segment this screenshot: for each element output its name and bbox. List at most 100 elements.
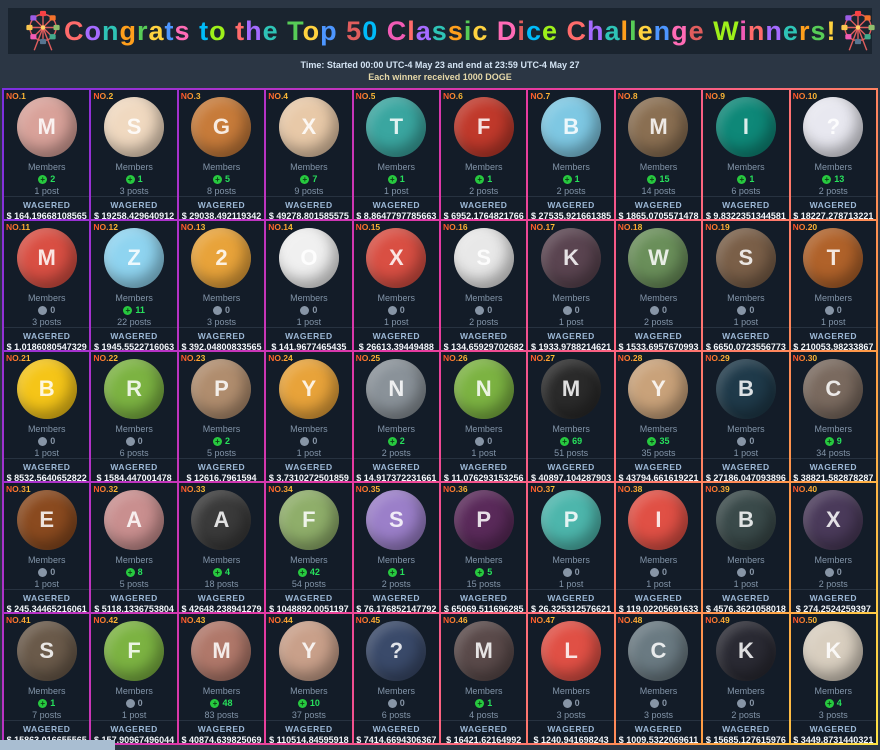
winner-card[interactable]: NO.49 KayGee562 K Members 0 2 posts WAGE… xyxy=(703,614,789,743)
winner-card[interactable]: NO.7 ღbanģlåñhღ B Members + 1 2 posts WA… xyxy=(528,90,614,219)
winner-avatar[interactable]: L xyxy=(541,621,602,681)
winner-card[interactable]: NO.29 ꧁Bet_Pro꧂ B Members 0 1 post WAGER… xyxy=(703,352,789,481)
winner-card[interactable]: NO.46 💛 May 20 💛 M Members + 1 4 posts W… xyxy=(441,614,527,743)
winner-avatar[interactable]: S xyxy=(16,621,77,681)
winner-avatar[interactable]: P xyxy=(453,490,514,550)
winner-avatar[interactable]: A xyxy=(104,490,165,550)
winner-avatar[interactable]: N xyxy=(366,359,427,419)
winner-card[interactable]: NO.44 Yizzle Y Members + 10 37 posts WAG… xyxy=(266,614,352,743)
winner-card[interactable]: NO.27 ⭐meowth⭐ M Members + 69 51 posts W… xyxy=(528,352,614,481)
winner-card[interactable]: NO.31 EndryUA E Members 0 1 post WAGERED… xyxy=(4,483,90,612)
winner-card[interactable]: NO.26 Narkoman N Members 0 1 post WAGERE… xyxy=(441,352,527,481)
winner-avatar[interactable]: B xyxy=(541,97,602,157)
winner-card[interactable]: NO.5 TH NHI2 T Members + 1 1 post WAGERE… xyxy=(353,90,439,219)
winner-avatar[interactable]: A xyxy=(191,490,252,550)
winner-avatar[interactable]: I xyxy=(715,97,776,157)
winner-avatar[interactable]: P xyxy=(541,490,602,550)
winner-avatar[interactable]: 2 xyxy=(191,228,252,288)
winner-card[interactable]: NO.48 Covid192020 C Members 0 3 posts WA… xyxy=(615,614,702,743)
winner-avatar[interactable]: S xyxy=(104,97,165,157)
winner-card[interactable]: NO.39 BaranAP B Members 0 1 post WAGERED… xyxy=(703,483,789,612)
winner-card[interactable]: NO.4 Xuxu X Members + 7 9 posts WAGERED … xyxy=(266,90,352,219)
winner-avatar[interactable]: K xyxy=(803,621,864,681)
winner-card[interactable]: NO.42 foofa2017 F Members 0 1 post WAGER… xyxy=(91,614,177,743)
winner-avatar[interactable]: M xyxy=(16,228,77,288)
winner-avatar[interactable]: R xyxy=(104,359,165,419)
winner-card[interactable]: NO.37 pcom P Members 0 1 post WAGERED $ … xyxy=(528,483,614,612)
winner-card[interactable]: NO.2 🧂 salty 🧂 S Members + 1 3 posts WAG… xyxy=(91,90,177,219)
winner-avatar[interactable]: I xyxy=(628,490,689,550)
winner-avatar[interactable]: ? xyxy=(803,97,864,157)
winner-avatar[interactable]: S xyxy=(453,228,514,288)
winner-avatar[interactable]: C xyxy=(803,359,864,419)
winner-card[interactable]: NO.10 ⌐‿⌐ ? Members + 13 2 posts WAGERED… xyxy=(790,90,876,219)
winner-avatar[interactable]: G xyxy=(191,97,252,157)
winner-avatar[interactable]: F xyxy=(278,490,339,550)
winner-avatar[interactable]: K xyxy=(541,228,602,288)
winner-avatar[interactable]: M xyxy=(541,359,602,419)
winner-card[interactable]: NO.1 M O Z A M Members + 2 1 post WAGERE… xyxy=(4,90,90,219)
winner-card[interactable]: NO.3 GenietaNs G Members + 5 8 posts WAG… xyxy=(178,90,265,219)
winner-card[interactable]: NO.40 XRPzwag X Members 0 2 posts WAGERE… xyxy=(790,483,876,612)
winner-avatar[interactable]: M xyxy=(628,97,689,157)
winner-card[interactable]: NO.30 Cran C Members + 9 34 posts WAGERE… xyxy=(790,352,876,481)
winner-avatar[interactable]: C xyxy=(628,621,689,681)
winner-avatar[interactable]: E xyxy=(16,490,77,550)
winner-avatar[interactable]: M xyxy=(453,621,514,681)
winner-avatar[interactable]: S xyxy=(715,228,776,288)
winner-avatar[interactable]: W xyxy=(628,228,689,288)
winner-avatar[interactable]: X xyxy=(366,228,427,288)
winner-avatar[interactable]: Z xyxy=(104,228,165,288)
winner-avatar[interactable]: T xyxy=(803,228,864,288)
winner-card[interactable]: NO.19 sevan S Members 0 1 post WAGERED $… xyxy=(703,221,789,350)
winner-avatar[interactable]: F xyxy=(453,97,514,157)
winner-avatar[interactable]: Y xyxy=(278,359,339,419)
winner-card[interactable]: NO.25 Nashka N Members + 2 2 posts WAGER… xyxy=(353,352,439,481)
winner-card[interactable]: NO.8 MaksatMe M Members + 15 14 posts WA… xyxy=(615,90,702,219)
winner-avatar[interactable]: N xyxy=(453,359,514,419)
winner-avatar[interactable]: B xyxy=(715,359,776,419)
winner-avatar[interactable]: B xyxy=(16,359,77,419)
winner-card[interactable]: NO.43 MARY.BC.GAME🇵🇭 M Members + 48 83 p… xyxy=(178,614,265,743)
winner-card[interactable]: NO.33 💀 AcidBurn A Members + 4 18 posts … xyxy=(178,483,265,612)
winner-card[interactable]: NO.15 X86 X Members 0 1 post WAGERED $ 2… xyxy=(353,221,439,350)
winner-avatar[interactable]: S xyxy=(366,490,427,550)
winner-card[interactable]: NO.45 ¥©€-©© ? Members 0 6 posts WAGERED… xyxy=(353,614,439,743)
winner-card[interactable]: NO.14 Opanats O Members 0 1 post WAGERED… xyxy=(266,221,352,350)
winner-card[interactable]: NO.6 FULL RED F Members + 1 2 posts WAGE… xyxy=(441,90,527,219)
winner-card[interactable]: NO.13 26Rola 2 Members 0 3 posts WAGERED… xyxy=(178,221,265,350)
winner-avatar[interactable]: Y xyxy=(628,359,689,419)
winner-card[interactable]: NO.32 Azureking A Members + 8 5 posts WA… xyxy=(91,483,177,612)
winner-card[interactable]: NO.38 IM V2R I Members 0 1 post WAGERED … xyxy=(615,483,702,612)
winner-card[interactable]: NO.21 bom88 B Members 0 1 post WAGERED $… xyxy=(4,352,90,481)
winner-card[interactable]: NO.17 Ksenia K Members 0 1 post WAGERED … xyxy=(528,221,614,350)
winner-card[interactable]: NO.41 🌹 SINGLE AREMY 🌹 S Members + 1 7 p… xyxy=(4,614,90,743)
winner-avatar[interactable]: F xyxy=(104,621,165,681)
winner-card[interactable]: NO.16 Soccer555 S Members 0 2 posts WAGE… xyxy=(441,221,527,350)
winner-avatar[interactable]: T xyxy=(366,97,427,157)
winner-card[interactable]: NO.20 Teemo123 T Members 0 1 post WAGERE… xyxy=(790,221,876,350)
winner-card[interactable]: NO.22 rig90 R Members 0 6 posts WAGERED … xyxy=(91,352,177,481)
winner-card[interactable]: NO.18 Wolfero W Members 0 2 posts WAGERE… xyxy=(615,221,702,350)
winner-avatar[interactable]: K xyxy=(715,621,776,681)
winner-avatar[interactable]: B xyxy=(715,490,776,550)
winner-card[interactable]: NO.12 Zuccky Z Members + 11 22 posts WAG… xyxy=(91,221,177,350)
winner-card[interactable]: NO.50 Koe💙💙 K Members + 4 3 posts WAGERE… xyxy=(790,614,876,743)
winner-card[interactable]: NO.28 Yokotaカサンドラ Y Members + 35 35 post… xyxy=(615,352,702,481)
winner-card[interactable]: NO.9 I am PMT I Members + 1 6 posts WAGE… xyxy=(703,90,789,219)
winner-card[interactable]: NO.36 PyB_69 P Members + 5 15 posts WAGE… xyxy=(441,483,527,612)
winner-card[interactable]: NO.34 Fedupkpc F Members + 42 54 posts W… xyxy=(266,483,352,612)
winner-avatar[interactable]: O xyxy=(278,228,339,288)
winner-avatar[interactable]: ? xyxy=(366,621,427,681)
winner-card[interactable]: NO.11 mtbyus M Members 0 3 posts WAGERED… xyxy=(4,221,90,350)
winner-avatar[interactable]: M xyxy=(16,97,77,157)
winner-avatar[interactable]: M xyxy=(191,621,252,681)
winner-card[interactable]: NO.47 last santino L Members 0 3 posts W… xyxy=(528,614,614,743)
winner-avatar[interactable]: X xyxy=(803,490,864,550)
winner-avatar[interactable]: X xyxy=(278,97,339,157)
winner-card[interactable]: NO.35 🔥 Sinigr✳ S Members + 1 2 posts WA… xyxy=(353,483,439,612)
winner-card[interactable]: NO.23 Pierced P Members + 2 5 posts WAGE… xyxy=(178,352,265,481)
winner-avatar[interactable]: Y xyxy=(278,621,339,681)
winner-avatar[interactable]: P xyxy=(191,359,252,419)
winner-card[interactable]: NO.24 YarYe Y Members 0 1 post WAGERED $… xyxy=(266,352,352,481)
